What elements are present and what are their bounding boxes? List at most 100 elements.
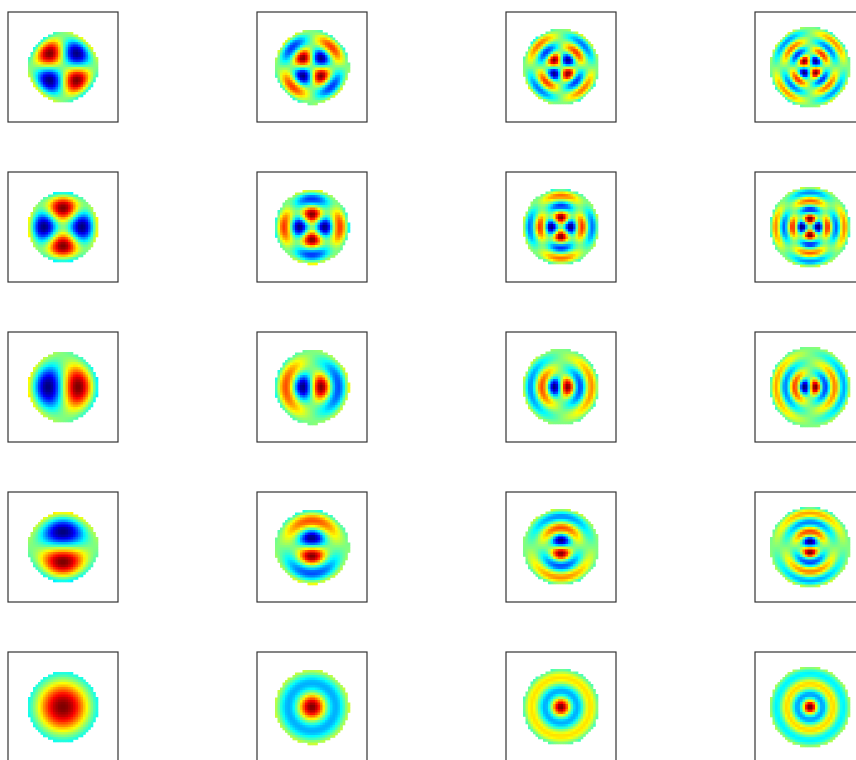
pattern-pixel [800, 104, 803, 108]
pattern-pixel [60, 214, 64, 218]
pattern-pixel [543, 64, 546, 67]
pattern-pixel [60, 99, 64, 103]
pattern-pixel [812, 42, 816, 45]
pattern-pixel [578, 224, 581, 227]
pattern-pixel [807, 197, 811, 200]
pattern-pixel [55, 232, 59, 235]
pattern-pixel [320, 195, 323, 198]
pattern-pixel [83, 79, 86, 83]
pattern-pixel [837, 52, 841, 55]
pattern-pixel [342, 222, 346, 226]
pattern-pixel [825, 92, 828, 95]
pattern-pixel [302, 70, 306, 73]
pattern-pixel [38, 249, 41, 253]
pattern-pixel [538, 254, 541, 257]
pattern-pixel [45, 92, 49, 95]
pattern-pixel [297, 212, 301, 216]
pattern-pixel [563, 224, 566, 227]
pattern-pixel [40, 64, 44, 68]
pattern-pixel [45, 72, 49, 75]
pattern-pixel [327, 42, 331, 46]
pattern-pixel [565, 91, 569, 95]
pattern-pixel [78, 42, 81, 45]
pattern-pixel [290, 197, 293, 201]
pattern-pixel [315, 42, 318, 46]
pattern-pixel [280, 85, 283, 88]
pattern-pixel [837, 39, 841, 43]
pattern-pixel [302, 82, 306, 86]
pattern-pixel [570, 234, 574, 237]
pattern-pixel [317, 255, 321, 258]
pattern-pixel [795, 47, 798, 50]
pattern-pixel [553, 71, 556, 75]
pattern-pixel [85, 244, 89, 248]
pattern-pixel [277, 210, 281, 213]
pattern-pixel [805, 74, 808, 78]
pattern-pixel [583, 246, 586, 250]
pattern-pixel [312, 52, 316, 56]
pattern-pixel [295, 195, 298, 198]
pattern-pixel [575, 191, 579, 195]
pattern-pixel [297, 202, 301, 206]
pattern-pixel [558, 86, 561, 90]
pattern-pixel [795, 67, 798, 70]
pattern-pixel [55, 237, 59, 240]
pattern-pixel [332, 57, 336, 61]
pattern-pixel [578, 59, 581, 62]
pattern-pixel [558, 46, 561, 50]
pattern-pixel [317, 70, 321, 73]
pattern-pixel [560, 226, 564, 230]
pattern-pixel [830, 79, 833, 83]
pattern-pixel [807, 29, 811, 33]
pattern-pixel [317, 245, 321, 248]
pattern-pixel [830, 89, 833, 93]
pattern-pixel [45, 57, 49, 60]
pattern-pixel [83, 234, 86, 238]
pattern-pixel [38, 242, 41, 245]
pattern-pixel [285, 87, 288, 91]
pattern-pixel [580, 34, 584, 37]
pattern-pixel [302, 197, 306, 201]
pattern-pixel [840, 62, 843, 65]
pattern-pixel [330, 50, 333, 53]
pattern-pixel [573, 229, 576, 232]
pattern-pixel [802, 92, 806, 95]
pattern-pixel [320, 255, 323, 258]
pattern-pixel [75, 222, 79, 225]
pattern-pixel [797, 29, 801, 33]
pattern-pixel [817, 32, 821, 35]
pattern-pixel [305, 225, 308, 228]
pattern-pixel [812, 57, 816, 60]
pattern-pixel [307, 80, 311, 83]
pattern-pixel [287, 80, 291, 83]
pattern-pixel [825, 54, 828, 58]
pattern-pixel [523, 66, 526, 70]
pattern-pixel [810, 62, 813, 65]
pattern-pixel [533, 71, 536, 75]
pattern-pixel [543, 199, 546, 202]
pattern-pixel [68, 247, 71, 250]
pattern-pixel [538, 51, 541, 55]
pattern-pixel [530, 209, 534, 212]
pattern-pixel [563, 31, 566, 35]
pattern-pixel [565, 201, 569, 205]
pattern-pixel [330, 250, 333, 253]
pattern-pixel [830, 69, 833, 73]
pattern-pixel [538, 74, 541, 77]
pattern-pixel [842, 54, 846, 58]
pattern-pixel [590, 71, 594, 75]
pattern-pixel [58, 47, 61, 50]
pattern-pixel [38, 79, 41, 83]
pattern-pixel [533, 74, 536, 77]
pattern-pixel [563, 206, 566, 210]
pattern-pixel [560, 224, 564, 227]
mode-pattern [275, 30, 351, 106]
pattern-pixel [530, 246, 534, 250]
pattern-pixel [325, 87, 328, 91]
pattern-pixel [85, 74, 89, 78]
pattern-pixel [327, 215, 331, 218]
pattern-pixel [528, 71, 531, 75]
pattern-pixel [335, 225, 338, 228]
pattern-pixel [80, 69, 84, 73]
pattern-pixel [528, 86, 531, 90]
